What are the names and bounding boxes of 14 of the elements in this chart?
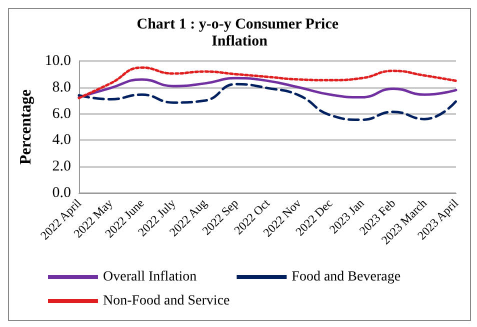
y-tick-label: 10.0 [44, 53, 71, 69]
legend-label: Non-Food and Service [103, 294, 230, 308]
y-axis-title: Percentage [17, 89, 34, 165]
line-series [78, 82, 458, 121]
y-tick-label: 8.0 [52, 79, 71, 96]
line-series [78, 76, 458, 99]
y-tick-label: 2.0 [52, 158, 71, 175]
line-series [78, 66, 458, 100]
chart-title: Chart 1 : y-o-y Consumer Price Inflation [136, 16, 342, 50]
y-tick-label: 0.0 [52, 185, 71, 201]
legend-label: Food and Beverage [292, 270, 401, 284]
legend-label: Overall Inflation [103, 270, 197, 284]
y-tick-label: 6.0 [52, 106, 71, 122]
y-tick-label: 4.0 [52, 132, 71, 148]
